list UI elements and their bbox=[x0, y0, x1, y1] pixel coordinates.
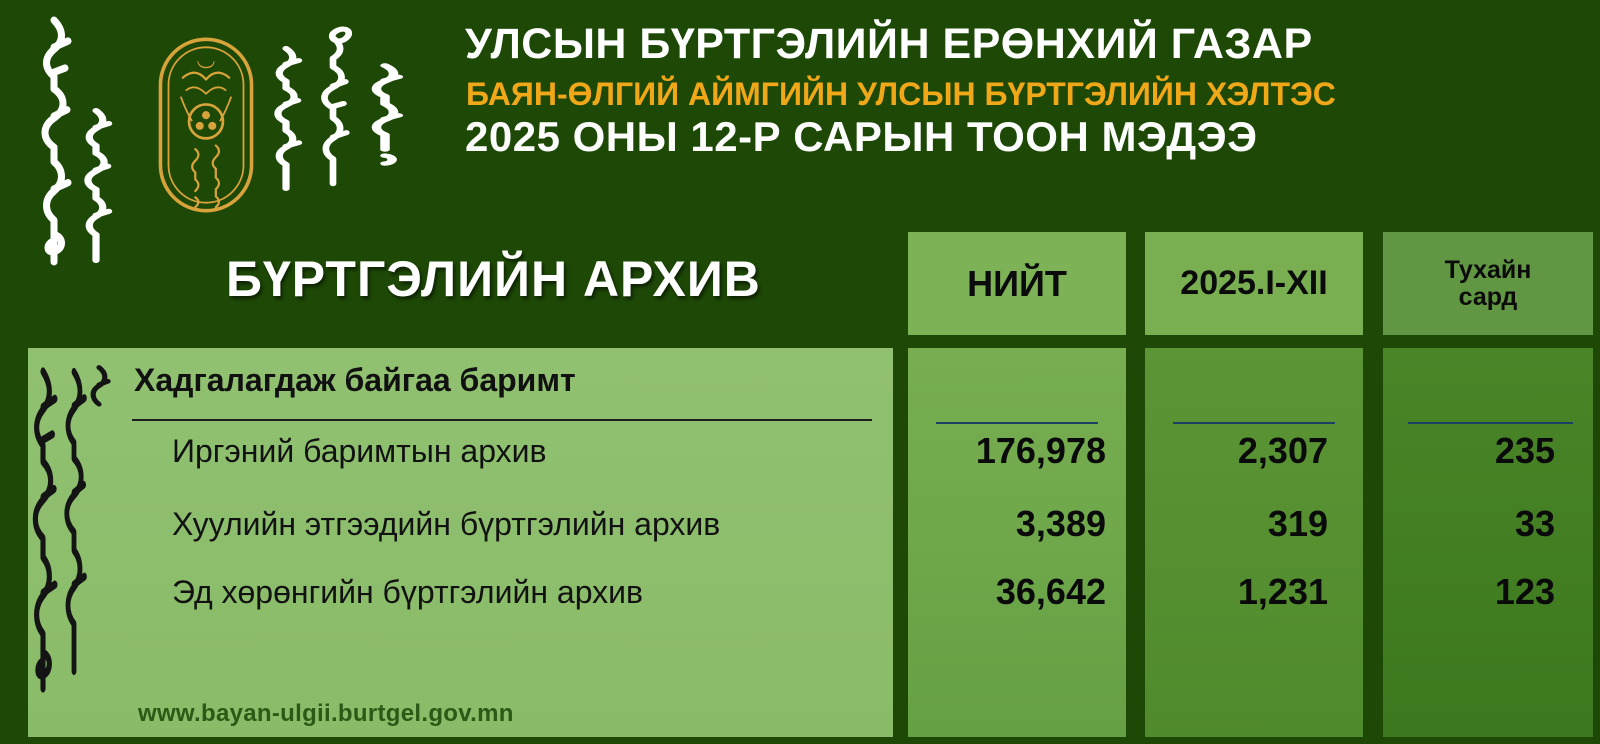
row-label: Иргэний баримтын архив bbox=[172, 433, 547, 469]
mongolian-script-strip bbox=[314, 16, 352, 191]
column-band-total bbox=[908, 348, 1126, 737]
cell-month: 33 bbox=[1514, 503, 1555, 544]
cell-period: 2,307 bbox=[1237, 430, 1328, 471]
cell-period: 1,231 bbox=[1237, 571, 1328, 612]
org-title: УЛСЫН БҮРТГЭЛИЙН ЕРӨНХИЙ ГАЗАР bbox=[465, 20, 1313, 68]
mongolian-script-strip bbox=[268, 46, 304, 191]
divider-line bbox=[936, 422, 1098, 424]
cell-total: 176,978 bbox=[975, 430, 1106, 471]
cell-period: 319 bbox=[1267, 503, 1328, 544]
website-link[interactable]: www.bayan-ulgii.burtgel.gov.mn bbox=[138, 700, 514, 727]
mongolian-script-strip bbox=[26, 366, 60, 694]
divider-line bbox=[132, 419, 872, 421]
row-label: Хуулийн этгээдийн бүртгэлийн архив bbox=[172, 506, 721, 542]
dept-title: БАЯН-ӨЛГИЙ АЙМГИЙН УЛСЫН БҮРТГЭЛИЙН ХЭЛТ… bbox=[466, 76, 1336, 112]
column-band-period bbox=[1145, 348, 1363, 737]
table-group-header: Хадгалагдаж байгаа баримт bbox=[134, 362, 576, 398]
column-header-month: Тухайн сард bbox=[1383, 232, 1593, 335]
cell-total: 36,642 bbox=[995, 571, 1106, 612]
column-header-period: 2025.I-XII bbox=[1145, 232, 1363, 335]
cell-total: 3,389 bbox=[1015, 503, 1106, 544]
column-band-month bbox=[1383, 348, 1593, 737]
state-seal-emblem bbox=[156, 28, 256, 227]
column-header-month-label: Тухайн сард bbox=[1444, 255, 1532, 311]
cell-month: 123 bbox=[1494, 571, 1555, 612]
divider-line bbox=[1173, 422, 1335, 424]
mongolian-script-strip bbox=[86, 364, 112, 410]
mongolian-script-strip bbox=[78, 108, 114, 263]
report-title: 2025 ОНЫ 12-Р САРЫН ТООН МЭДЭЭ bbox=[465, 113, 1258, 160]
column-header-total-label: НИЙТ bbox=[967, 262, 1067, 304]
cell-month: 235 bbox=[1494, 430, 1555, 471]
column-header-total: НИЙТ bbox=[908, 232, 1126, 335]
column-header-period-label: 2025.I-XII bbox=[1180, 264, 1328, 302]
mongolian-script-strip bbox=[366, 62, 404, 167]
mongolian-script-strip bbox=[58, 364, 90, 679]
divider-line bbox=[1408, 422, 1573, 424]
section-title: БҮРТГЭЛИЙН АРХИВ bbox=[226, 251, 761, 307]
row-label: Эд хөрөнгийн бүртгэлийн архив bbox=[172, 574, 644, 610]
mongolian-script-strip bbox=[34, 16, 74, 266]
table-panel bbox=[28, 348, 893, 737]
